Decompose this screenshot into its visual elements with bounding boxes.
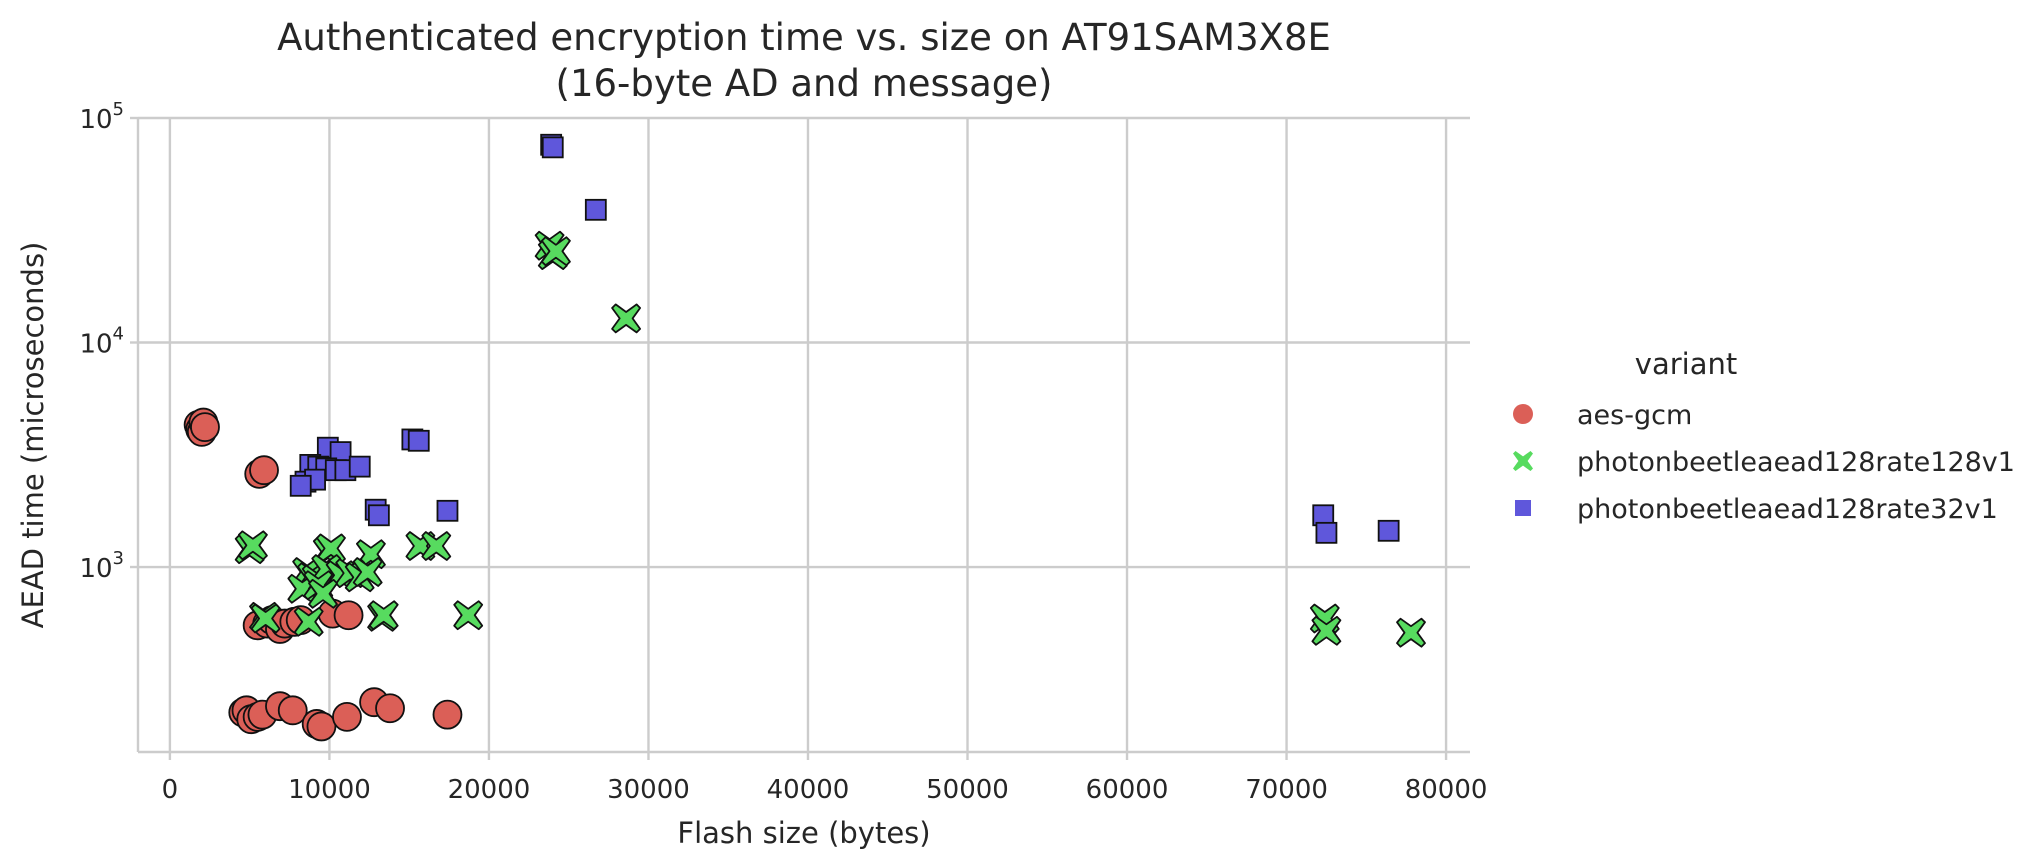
data-point: [308, 578, 338, 609]
data-point: [541, 136, 564, 159]
x-axis-label: Flash size (bytes): [677, 816, 930, 850]
legend: variant aes-gcm photonbeetleaead128rate12…: [1513, 347, 2015, 525]
data-point: [367, 504, 390, 527]
data-point: [584, 198, 607, 221]
data-point: [432, 699, 463, 730]
series-photonbeetleaead128rate128v1: [234, 230, 1426, 648]
x-tick-label: 20000: [448, 775, 531, 805]
data-point: [190, 412, 220, 442]
data-point: [352, 557, 383, 587]
legend-label: aes-gcm: [1577, 400, 1692, 431]
data-point: [1396, 617, 1426, 648]
x-tick-label: 0: [162, 775, 179, 805]
legend-entry-photonbeetleaead128rate32v1: photonbeetleaead128rate32v1: [1515, 494, 1998, 525]
data-point: [375, 693, 405, 724]
y-tick-label: 103: [79, 548, 124, 584]
y-axis-label: AEAD time (microseconds): [16, 242, 50, 629]
data-point: [249, 455, 279, 486]
tick-labels: 0 10000 20000 30000 40000 50000 60000 70000 8000…: [79, 99, 1487, 805]
data-point: [250, 603, 281, 634]
x-tick-label: 30000: [607, 775, 690, 805]
plot-points: [183, 133, 1426, 742]
y-tick-label: 104: [79, 324, 124, 360]
legend-marker: [1513, 451, 1533, 471]
legend-label: photonbeetleaead128rate128v1: [1577, 447, 2015, 478]
data-point: [541, 236, 571, 267]
data-point: [289, 474, 312, 497]
x-tick-label: 40000: [767, 775, 850, 805]
x-tick-label: 50000: [926, 775, 1009, 805]
data-point: [611, 303, 641, 334]
x-tick-label: 70000: [1245, 775, 1328, 805]
x-tick-label: 80000: [1405, 775, 1488, 805]
legend-marker: [1513, 404, 1533, 424]
legend-entry-photonbeetleaead128rate128v1: photonbeetleaead128rate128v1: [1513, 447, 2015, 478]
data-point: [293, 606, 324, 637]
legend-marker: [1515, 500, 1531, 516]
legend-title: variant: [1635, 347, 1737, 381]
data-point: [1377, 519, 1400, 542]
data-point: [368, 600, 399, 631]
data-point: [333, 600, 364, 631]
data-point: [1311, 615, 1342, 646]
data-point: [436, 499, 459, 522]
data-point: [237, 530, 268, 561]
data-point: [277, 695, 308, 726]
y-tick-label: 105: [79, 99, 124, 135]
data-point: [348, 455, 371, 478]
data-point: [306, 711, 337, 742]
chart-title-line-1: Authenticated encryption time vs. size o…: [277, 16, 1331, 59]
data-point: [332, 701, 362, 732]
data-point: [453, 600, 484, 631]
data-point: [1315, 521, 1338, 544]
legend-entry-aes-gcm: aes-gcm: [1513, 400, 1692, 431]
series-photonbeetleaead128rate32v1: [289, 133, 1400, 544]
x-tick-label: 60000: [1086, 775, 1169, 805]
x-tick-label: 10000: [288, 775, 371, 805]
data-point: [407, 429, 430, 452]
data-point: [421, 531, 452, 561]
legend-label: photonbeetleaead128rate32v1: [1577, 494, 1998, 525]
chart-title-line-2: (16-byte AD and message): [556, 62, 1053, 105]
axes-spines: [136, 118, 1470, 754]
